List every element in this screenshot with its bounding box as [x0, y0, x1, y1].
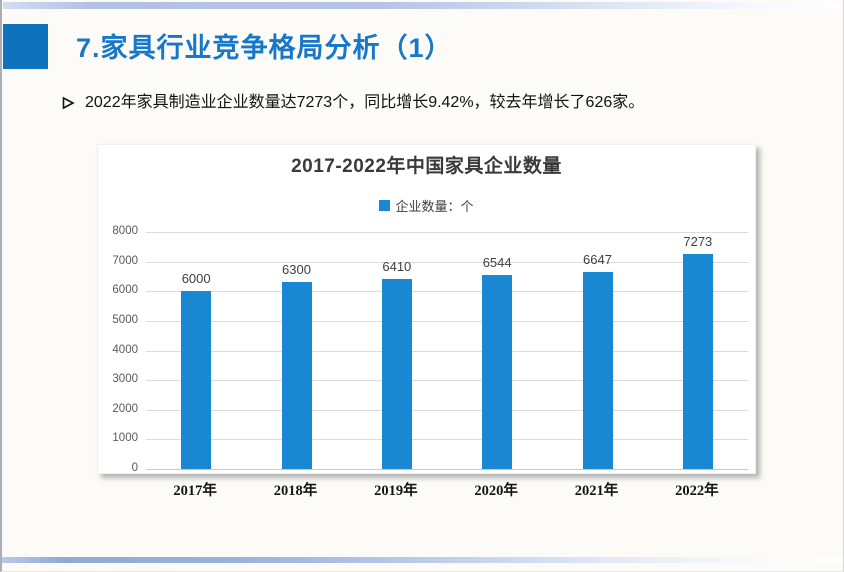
bullet-row: 2022年家具制造业企业数量达7273个，同比增长9.42%，较去年增长了626… — [62, 93, 832, 117]
y-tick-label: 6000 — [112, 284, 138, 297]
gridline — [146, 469, 748, 470]
chart-title: 2017-2022年中国家具企业数量 — [291, 156, 562, 177]
bar — [281, 282, 312, 469]
gridline — [146, 380, 748, 382]
title-accent-square — [3, 24, 48, 69]
bar — [181, 291, 212, 469]
gridline — [146, 350, 748, 352]
plot-area: 0 1000 2000 3000 4000 5000 6000 7000 8000 6000 630… — [98, 145, 755, 474]
bullet-arrow-icon — [62, 96, 75, 117]
y-tick-label: 5000 — [112, 313, 138, 326]
x-tick-label: 2019年 — [374, 483, 418, 499]
bottom-gradient-strip — [2, 557, 843, 563]
bar — [482, 275, 513, 469]
gridline — [146, 261, 748, 263]
y-tick-label: 7000 — [112, 254, 138, 267]
x-tick-label: 2022年 — [675, 483, 719, 499]
bar — [381, 279, 412, 469]
top-gradient-strip — [3, 2, 841, 9]
bar-value-label: 6300 — [282, 262, 311, 278]
legend-marker-icon — [379, 200, 391, 211]
x-tick-label: 2017年 — [173, 483, 217, 499]
bullet-text: 2022年家具制造业企业数量达7273个，同比增长9.42%，较去年增长了626… — [85, 94, 645, 111]
x-tick-label: 2018年 — [273, 483, 318, 499]
bar-value-label: 6544 — [482, 255, 512, 271]
y-tick-label: 2000 — [112, 402, 138, 415]
gridline — [146, 320, 748, 322]
gridline — [146, 439, 748, 441]
bar — [582, 272, 613, 469]
y-tick-label: 3000 — [112, 373, 138, 386]
chart-panel: 2017-2022年中国家具企业数量 企业数量：个 0 1000 2000 3000 4… — [97, 144, 756, 474]
x-tick-label: 2021年 — [574, 483, 619, 499]
bar-value-label: 6410 — [382, 259, 412, 275]
chart-legend: 企业数量：个 — [98, 196, 755, 215]
x-tick-label: 2020年 — [474, 483, 518, 499]
gridline — [146, 409, 748, 411]
y-tick-label: 0 — [131, 462, 138, 474]
legend-label: 企业数量：个 — [395, 199, 474, 214]
bar — [682, 253, 713, 469]
bar-value-label: 6647 — [583, 252, 612, 268]
slide-title: 7.家具行业竞争格局分析（1） — [76, 33, 453, 63]
y-tick-label: 4000 — [112, 343, 138, 356]
bar-value-label: 6000 — [181, 271, 211, 287]
y-tick-label: 8000 — [112, 225, 138, 237]
y-tick-label: 1000 — [112, 432, 138, 445]
gridline — [146, 232, 748, 233]
bar-value-label: 7273 — [683, 233, 713, 249]
gridline — [146, 291, 748, 293]
x-axis-labels: 2017年 2018年 2019年 2020年 2021年 2022年 — [97, 479, 756, 503]
